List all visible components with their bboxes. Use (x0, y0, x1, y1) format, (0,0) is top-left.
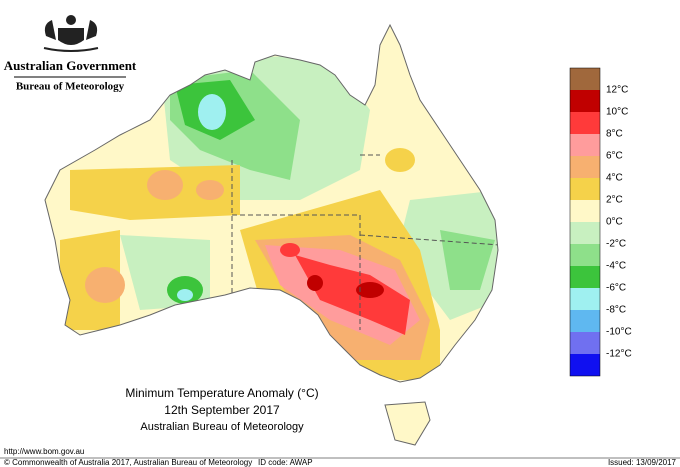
legend-label: -8°C (606, 305, 626, 316)
footer-copyright: © Commonwealth of Australia 2017, Austra… (4, 458, 252, 467)
bureau-name: Bureau of Meteorology (16, 81, 125, 93)
legend-label: -10°C (606, 327, 632, 338)
legend-label: -4°C (606, 261, 626, 272)
legend-swatch (570, 178, 600, 200)
footer-url: http://www.bom.gov.au (4, 447, 84, 456)
legend-swatch (570, 112, 600, 134)
map-title: Minimum Temperature Anomaly (°C) (125, 386, 318, 400)
legend: 12°C 10°C 8°C 6°C 4°C 2°C 0°C -2°C -4°C -6°C -8°C -… (569, 67, 632, 377)
legend-swatch (570, 200, 600, 222)
legend-label: 2°C (606, 195, 623, 206)
legend-label: 8°C (606, 129, 623, 140)
legend-swatch (570, 134, 600, 156)
legend-swatch (570, 332, 600, 354)
legend-swatch (570, 310, 600, 332)
footer-id: ID code: AWAP (258, 458, 313, 467)
legend-label: 10°C (606, 107, 628, 118)
legend-label: -2°C (606, 239, 626, 250)
government-name: Australian Government (4, 58, 137, 73)
legend-swatch (570, 222, 600, 244)
footer-issued: Issued: 13/09/2017 (608, 458, 677, 467)
crest (43, 15, 99, 52)
legend-label: 6°C (606, 151, 623, 162)
legend-label: -6°C (606, 283, 626, 294)
legend-swatch (570, 266, 600, 288)
legend-label: 0°C (606, 217, 623, 228)
map-source: Australian Bureau of Meteorology (140, 421, 304, 433)
map-date: 12th September 2017 (164, 403, 280, 417)
legend-swatch (570, 244, 600, 266)
legend-swatch (570, 156, 600, 178)
legend-frame (569, 67, 601, 377)
tasmania (384, 401, 431, 446)
legend-label: 12°C (606, 85, 628, 96)
legend-swatch (570, 90, 600, 112)
legend-label: -12°C (606, 349, 632, 360)
legend-swatch (570, 288, 600, 310)
coastline (44, 23, 499, 383)
legend-swatch (570, 68, 600, 90)
legend-swatch (570, 354, 600, 376)
legend-label: 4°C (606, 173, 623, 184)
